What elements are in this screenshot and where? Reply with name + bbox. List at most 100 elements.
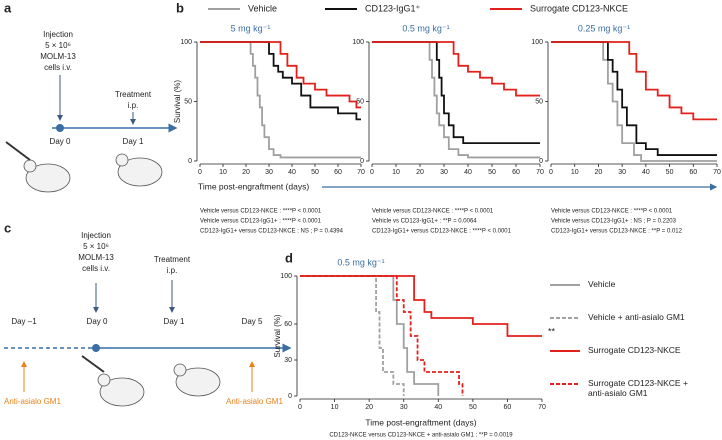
x-tick-label: 10 <box>392 169 400 176</box>
stat-text: CD123-NKCE versus CD123-NKCE + anti-asia… <box>329 433 513 439</box>
diagram-text: MOLM-13 <box>40 52 76 61</box>
x-tick-label: 60 <box>689 169 697 176</box>
diagram-text: i.p. <box>167 266 178 275</box>
x-tick-label: 70 <box>357 169 365 176</box>
x-tick-label: 60 <box>512 169 520 176</box>
x-tick-label: 10 <box>571 169 579 176</box>
x-tick-label: 10 <box>219 169 227 176</box>
y-axis-label: Survival (%) <box>273 314 282 357</box>
y-tick-label: 100 <box>180 39 192 46</box>
survival-curve <box>300 275 405 396</box>
survival-curve <box>372 41 540 159</box>
chart-title: 0.25 mg kg⁻¹ <box>578 23 630 33</box>
x-tick-label: 30 <box>265 169 273 176</box>
diagram-text: 5 × 10⁶ <box>45 41 71 50</box>
x-tick-label: 30 <box>618 169 626 176</box>
diagram-text: Treatment <box>115 90 152 99</box>
survival-curve <box>551 41 717 162</box>
legend-label: Vehicle + anti-asialo GM1 <box>588 312 685 322</box>
y-tick-label: 100 <box>352 39 364 46</box>
stat-text: Vehicle vs CD123-IgG1+ : **P = 0.0064 <box>372 219 477 225</box>
legend-label: CD123-IgG1⁺ <box>365 3 421 13</box>
y-tick-label: 50 <box>184 98 192 105</box>
legend-label: Vehicle <box>588 279 616 289</box>
chart-title: 0.5 mg kg⁻¹ <box>337 257 384 267</box>
diagram-text: cells i.v. <box>44 63 72 72</box>
x-tick-label: 40 <box>464 169 472 176</box>
x-tick-label: 40 <box>434 404 442 411</box>
panel-letter: b <box>176 0 184 15</box>
y-tick-label: 0 <box>188 158 192 165</box>
diagram-text: i.p. <box>128 101 139 110</box>
stat-text: CD123-IgG1+ versus CD123-NKCE : **P = 0.… <box>551 229 683 235</box>
y-tick-label: 0 <box>288 393 292 400</box>
y-tick-label: 50 <box>535 98 543 105</box>
stat-text: Vehicle versus CD123-IgG1+ : ****P < 0.0… <box>200 219 322 225</box>
chart-title: 0.5 mg kg⁻¹ <box>402 23 449 33</box>
x-tick-label: 0 <box>370 169 374 176</box>
survival-curve <box>300 275 542 337</box>
x-axis-label: Time post-engraftment (days) <box>198 181 309 191</box>
stat-text: CD123-IgG1+ versus CD123-NKCE : NS ; P =… <box>200 229 344 235</box>
legend-label-box: Surrogate CD123-NKCE <box>588 345 681 355</box>
diagram-text: Injection <box>81 231 111 240</box>
x-tick-label: 40 <box>288 169 296 176</box>
survival-curve <box>372 41 540 97</box>
y-axis-label: Survival (%) <box>173 80 182 123</box>
panel-letter: a <box>4 0 12 15</box>
x-tick-label: 10 <box>331 404 339 411</box>
diagram-text: cells i.v. <box>82 264 110 273</box>
diagram-text: Injection <box>43 30 73 39</box>
x-tick-label: 60 <box>334 169 342 176</box>
chart-title: 5 mg kg⁻¹ <box>231 23 271 33</box>
x-tick-label: 70 <box>538 404 546 411</box>
legend-label: Surrogate CD123-NKCE <box>530 3 628 13</box>
x-tick-label: 20 <box>242 169 250 176</box>
x-tick-label: 50 <box>469 404 477 411</box>
legend-label-box: Vehicle + anti-asialo GM1 <box>588 312 685 322</box>
x-tick-label: 70 <box>536 169 544 176</box>
survival-curve <box>300 275 440 396</box>
panel-letter: c <box>4 220 11 235</box>
diagram-text: Day 1 <box>164 317 185 326</box>
legend-label: Vehicle <box>248 3 277 13</box>
survival-curve <box>372 41 540 145</box>
x-tick-label: 30 <box>400 404 408 411</box>
diagram-text: Treatment <box>154 255 191 264</box>
x-tick-label: 50 <box>488 169 496 176</box>
legend-label: Surrogate CD123-NKCE + anti-asialo GM1 <box>588 378 688 398</box>
annotation: ** <box>548 326 556 336</box>
stat-text: Vehicle versus CD123-NKCE : ****P < 0.00… <box>200 209 322 215</box>
diagram-text: Anti-asialo GM1 <box>226 397 283 406</box>
x-tick-label: 50 <box>311 169 319 176</box>
x-tick-label: 70 <box>713 169 721 176</box>
x-tick-label: 50 <box>666 169 674 176</box>
legend-label: Surrogate CD123-NKCE <box>588 345 681 355</box>
survival-curve <box>551 41 717 156</box>
x-tick-label: 0 <box>298 404 302 411</box>
diagram-text: Day 0 <box>50 137 71 146</box>
survival-curve <box>300 275 464 396</box>
survival-curve <box>200 41 361 109</box>
x-tick-label: 30 <box>440 169 448 176</box>
legend-label-box: Surrogate CD123-NKCE + anti-asialo GM1 <box>588 378 688 398</box>
stat-text: Vehicle versus CD123-IgG1+ : NS ; P = 0.… <box>551 219 677 225</box>
x-tick-label: 40 <box>642 169 650 176</box>
stat-text: Vehicle versus CD123-NKCE : ****P < 0.00… <box>372 209 494 215</box>
panel-letter: d <box>285 250 293 265</box>
timeline-a <box>5 75 178 193</box>
diagram-text: Day 0 <box>87 317 108 326</box>
diagram-text: Day 5 <box>242 317 263 326</box>
y-tick-label: 0 <box>539 158 543 165</box>
survival-curve <box>200 41 361 159</box>
y-tick-label: 60 <box>284 321 292 328</box>
y-tick-label: 30 <box>284 357 292 364</box>
survival-curve <box>200 41 361 121</box>
y-tick-label: 100 <box>280 273 292 280</box>
diagram-text: Day 1 <box>123 137 144 146</box>
x-tick-label: 0 <box>198 169 202 176</box>
legend-label-box: Vehicle <box>588 279 616 289</box>
timeline-c <box>4 280 292 407</box>
y-tick-label: 0 <box>360 158 364 165</box>
